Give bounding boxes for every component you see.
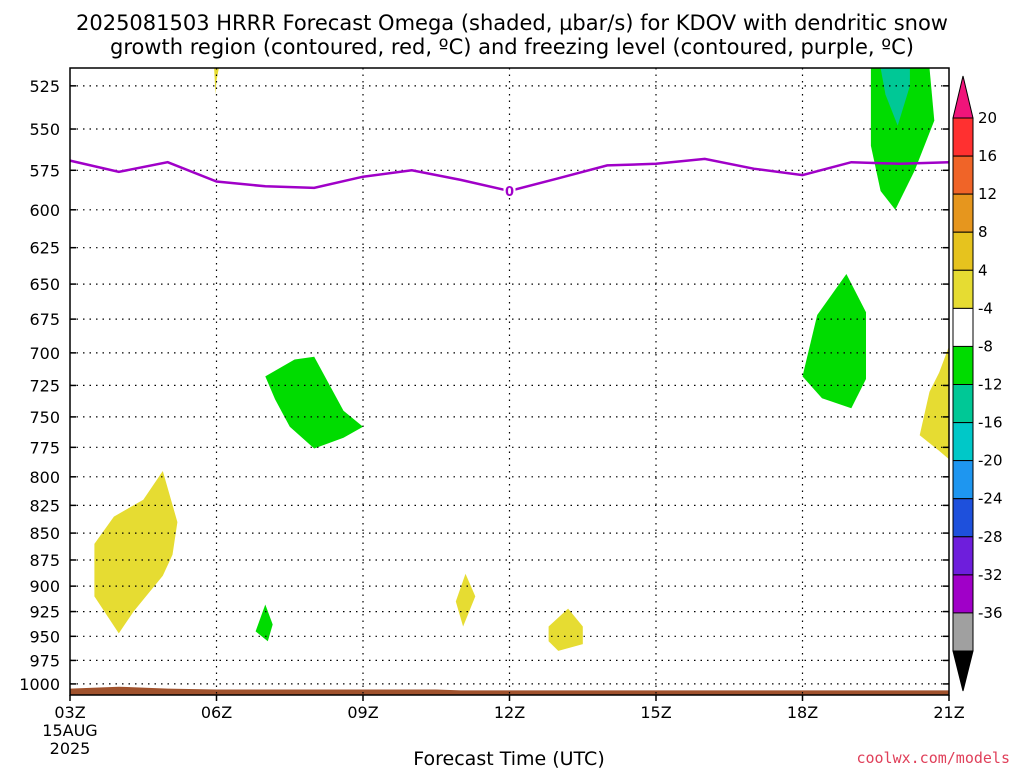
y-axis: 525 550 575 600 625 650 675 700 725 750 775 800 825 8… [19, 77, 949, 694]
surface-terrain-area [70, 686, 949, 695]
colorbar-segment-2 [952, 155, 974, 195]
omega-region-8 [870, 68, 935, 210]
y-tick-label-850: 850 [29, 524, 60, 543]
y-tick-label-900: 900 [29, 577, 60, 596]
y-tick-label-625: 625 [29, 239, 60, 258]
surface-terrain [70, 686, 949, 695]
omega-colorbar: 20 16 12 8 4 -4 -8 -12 -16 -20 -24 -28 -32 -36 [952, 75, 1003, 692]
grid-lines [70, 68, 949, 695]
x-tick-label-18Z: 18Z [787, 703, 818, 722]
site-credit: coolwx.com/models [856, 749, 1010, 767]
chart-title-line-2: growth region (contoured, red, ºC) and f… [110, 35, 914, 59]
colorbar-segment-5 [952, 269, 974, 309]
y-tick-label-700: 700 [29, 344, 60, 363]
y-tick-label-950: 950 [29, 627, 60, 646]
omega-region-3 [265, 356, 363, 449]
omega-region-1 [94, 471, 178, 634]
colorbar-top-arrow [952, 75, 974, 119]
y-tick-label-1000: 1000 [19, 675, 60, 694]
colorbar-segment-13 [952, 574, 974, 614]
chart-title-line-1: 2025081503 HRRR Forecast Omega (shaded, … [76, 11, 948, 35]
colorbar-segment-12 [952, 536, 974, 576]
y-tick-label-800: 800 [29, 468, 60, 487]
colorbar-label--4: -4 [978, 299, 993, 317]
x-axis-title: Forecast Time (UTC) [413, 748, 604, 768]
colorbar-label--32: -32 [978, 566, 1003, 584]
y-tick-label-600: 600 [29, 201, 60, 220]
omega-region-7 [802, 274, 866, 409]
y-tick-label-575: 575 [29, 161, 60, 180]
y-tick-label-525: 525 [29, 77, 60, 96]
colorbar-segment-7 [952, 345, 974, 385]
y-tick-label-650: 650 [29, 275, 60, 294]
colorbar-bottom-arrow [952, 650, 974, 692]
colorbar-label--16: -16 [978, 414, 1003, 432]
colorbar-label--24: -24 [978, 490, 1003, 508]
y-tick-label-750: 750 [29, 408, 60, 427]
x-tick-label-12Z: 12Z [494, 703, 525, 722]
omega-shaded-regions [94, 68, 949, 651]
y-tick-label-550: 550 [29, 120, 60, 139]
omega-region-10 [919, 346, 949, 460]
y-tick-label-825: 825 [29, 496, 60, 515]
colorbar-segment-11 [952, 498, 974, 538]
y-tick-label-875: 875 [29, 551, 60, 570]
x-tick-label-06Z: 06Z [201, 703, 232, 722]
y-tick-label-675: 675 [29, 310, 60, 329]
freezing-level-contour: 0 [69, 157, 950, 200]
colorbar-segment-10 [952, 460, 974, 500]
colorbar-segment-8 [952, 384, 974, 424]
omega-region-9 [880, 68, 910, 126]
omega-region-2 [214, 68, 219, 95]
y-tick-label-925: 925 [29, 603, 60, 622]
y-tick-label-725: 725 [29, 376, 60, 395]
x-tick-date-label: 15AUG [42, 721, 97, 740]
colorbar-label--28: -28 [978, 528, 1003, 546]
colorbar-label-16: 16 [978, 147, 997, 165]
y-tick-label-775: 775 [29, 438, 60, 457]
x-tick-label-09Z: 09Z [347, 703, 378, 722]
colorbar-segment-3 [952, 193, 974, 233]
x-tick-label-15Z: 15Z [640, 703, 671, 722]
colorbar-segment-4 [952, 231, 974, 271]
freezing-level-label-bg [503, 183, 516, 198]
y-tick-label-975: 975 [29, 651, 60, 670]
colorbar-label-12: 12 [978, 185, 997, 203]
colorbar-segment-14 [952, 612, 974, 652]
colorbar-label-4: 4 [978, 261, 988, 279]
colorbar-label-20: 20 [978, 109, 997, 127]
omega-region-6 [548, 608, 583, 651]
omega-region-5 [455, 573, 476, 627]
colorbar-label--36: -36 [978, 604, 1003, 622]
x-tick-label-03Z: 03Z [54, 703, 85, 722]
colorbar-label--20: -20 [978, 452, 1003, 470]
omega-region-4 [255, 604, 273, 642]
colorbar-label--8: -8 [978, 337, 993, 355]
x-tick-label-21Z: 21Z [933, 703, 964, 722]
colorbar-segment-6 [952, 307, 974, 347]
x-tick-year-label: 2025 [50, 739, 91, 758]
colorbar-label-8: 8 [978, 223, 988, 241]
colorbar-segment-9 [952, 422, 974, 462]
colorbar-segment-1 [952, 117, 974, 157]
colorbar-label--12: -12 [978, 376, 1003, 394]
freezing-level-label: 0 [505, 185, 514, 200]
